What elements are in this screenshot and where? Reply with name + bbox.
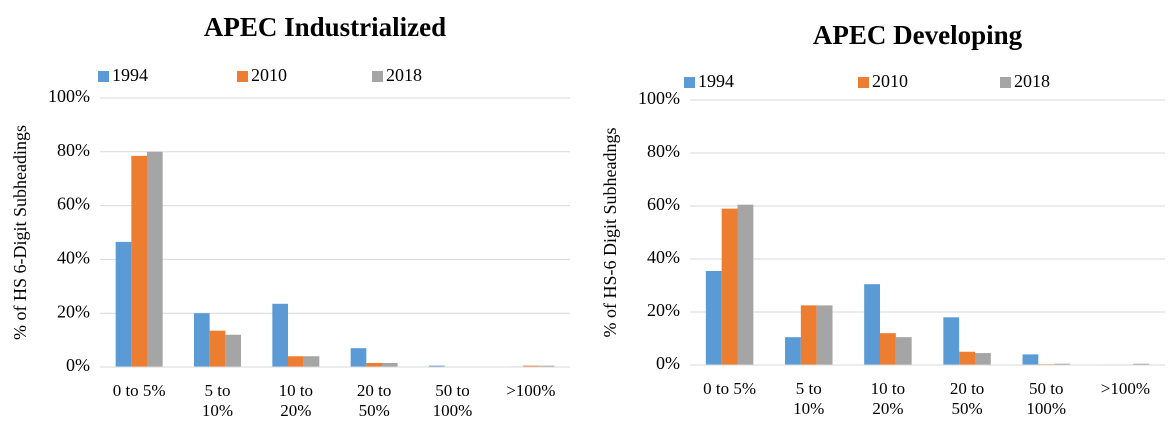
legend-swatch bbox=[372, 71, 383, 82]
bar bbox=[131, 155, 147, 367]
bar bbox=[895, 337, 912, 365]
y-tick-label: 60% bbox=[647, 194, 680, 214]
bar bbox=[705, 270, 722, 365]
bar bbox=[959, 351, 975, 365]
bar bbox=[209, 330, 226, 367]
x-tick-label: 50 to 100% bbox=[432, 381, 473, 420]
chart-title: APEC Industrialized bbox=[204, 12, 446, 42]
bar bbox=[147, 151, 163, 367]
legend-label: 1994 bbox=[112, 65, 148, 85]
y-axis-label: % of HS 6-Digit Subheadings bbox=[10, 125, 30, 340]
x-tick-label: 0 to 5% bbox=[703, 379, 757, 398]
bar bbox=[721, 208, 738, 365]
bar bbox=[785, 337, 801, 365]
bar bbox=[429, 365, 445, 367]
legend-label: 2018 bbox=[386, 65, 422, 85]
legend-swatch bbox=[858, 77, 869, 88]
x-tick-label: 10 to 20% bbox=[870, 379, 906, 418]
bar bbox=[225, 334, 241, 367]
bar bbox=[800, 305, 817, 365]
bar bbox=[288, 356, 304, 367]
bar bbox=[523, 365, 539, 367]
bar bbox=[303, 356, 320, 367]
legend-swatch bbox=[237, 71, 248, 82]
y-tick-label: 20% bbox=[57, 301, 90, 321]
y-tick-label: 20% bbox=[647, 300, 680, 320]
bar bbox=[975, 353, 991, 365]
legend-swatch bbox=[1000, 77, 1011, 88]
y-tick-label: 80% bbox=[57, 140, 90, 160]
x-tick-label: 5 to 10% bbox=[793, 379, 825, 418]
bar bbox=[1133, 363, 1150, 365]
y-tick-label: 60% bbox=[57, 194, 90, 214]
x-tick-label: >100% bbox=[1100, 379, 1151, 398]
bar bbox=[194, 313, 210, 367]
y-tick-label: 40% bbox=[647, 247, 680, 267]
bar bbox=[737, 204, 754, 365]
bar bbox=[943, 317, 960, 365]
y-tick-label: 0% bbox=[66, 355, 90, 375]
y-tick-label: 40% bbox=[57, 248, 90, 268]
y-axis-label: % of HS-6 Digit Subheadngs bbox=[600, 128, 620, 338]
bar bbox=[1022, 354, 1039, 365]
x-tick-label: 50 to 100% bbox=[1026, 379, 1067, 418]
legend-swatch bbox=[98, 71, 109, 82]
legend-label: 2010 bbox=[872, 71, 908, 91]
bar bbox=[350, 348, 367, 367]
bar bbox=[864, 284, 880, 365]
bar bbox=[816, 305, 833, 365]
bar bbox=[366, 362, 382, 367]
x-tick-label: 20 to 50% bbox=[356, 381, 392, 420]
x-tick-label: >100% bbox=[506, 381, 556, 400]
bar bbox=[382, 362, 398, 367]
x-tick-label: 20 to 50% bbox=[949, 379, 985, 418]
chart-title: APEC Developing bbox=[813, 20, 1023, 50]
bar bbox=[272, 303, 288, 367]
legend-swatch bbox=[684, 77, 695, 88]
x-tick-label: 0 to 5% bbox=[112, 381, 166, 400]
bar bbox=[880, 333, 896, 365]
x-tick-label: 10 to 20% bbox=[278, 381, 314, 420]
y-tick-label: 80% bbox=[647, 141, 680, 161]
bar bbox=[115, 241, 132, 367]
y-tick-label: 100% bbox=[48, 86, 90, 106]
legend-label: 2018 bbox=[1014, 71, 1050, 91]
x-tick-label: 5 to 10% bbox=[201, 381, 234, 420]
legend-label: 2010 bbox=[251, 65, 287, 85]
y-tick-label: 100% bbox=[638, 88, 680, 108]
y-tick-label: 0% bbox=[656, 353, 680, 373]
bar bbox=[538, 365, 555, 367]
bar bbox=[1054, 363, 1070, 365]
legend-label: 1994 bbox=[698, 71, 734, 91]
